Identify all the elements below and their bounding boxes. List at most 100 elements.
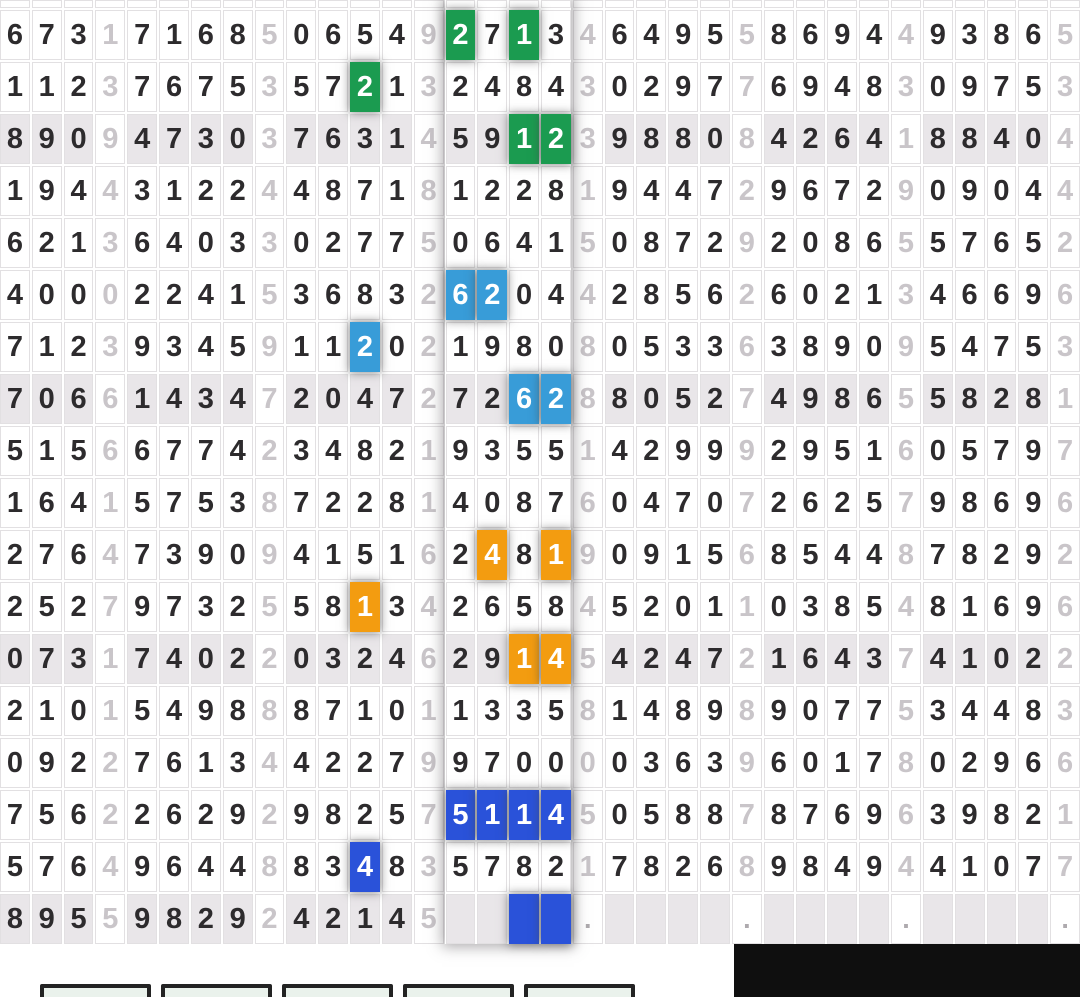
grid-cell: 6 [859, 218, 890, 268]
grid-cell: 5 [827, 426, 858, 476]
grid-cell: 8 [891, 738, 921, 788]
grid-cell: 9 [604, 166, 635, 216]
grid-cell: 5 [127, 686, 158, 736]
grid-cell: 2 [700, 218, 730, 268]
grid-cell: 1 [572, 426, 603, 476]
grid-cell: 5 [222, 62, 253, 112]
grid-cell: 2 [0, 530, 30, 580]
grid-cell: 7 [986, 426, 1017, 476]
grid-cell: 4 [827, 842, 858, 892]
grid-cell: 6 [318, 10, 349, 60]
grid-cell: 9 [763, 842, 794, 892]
footer-button-5[interactable] [524, 984, 635, 997]
grid-cell: 1 [350, 894, 380, 944]
grid-cell: 3 [318, 842, 349, 892]
grid-cell [413, 0, 444, 8]
grid-cell: 7 [190, 426, 221, 476]
grid-cell: 9 [222, 894, 253, 944]
grid-cell: 6 [1050, 270, 1080, 320]
grid-cell: 6 [795, 166, 826, 216]
grid-cell: 1 [541, 218, 571, 268]
grid-cell [700, 894, 730, 944]
grid-cell: 1 [95, 634, 126, 684]
grid-cell-highlighted: 1 [541, 530, 571, 580]
grid-cell: 9 [127, 582, 158, 632]
grid-cell: 5 [891, 686, 921, 736]
grid-cell: 4 [190, 322, 221, 372]
grid-cell: 5 [541, 686, 571, 736]
grid-cell: 6 [413, 530, 444, 580]
grid-cell: 7 [350, 218, 380, 268]
grid-cell: 1 [318, 322, 349, 372]
grid-cell: 1 [891, 114, 921, 164]
grid-cell: 3 [477, 426, 508, 476]
grid-cell: 7 [445, 374, 476, 424]
grid-cell: 2 [827, 478, 858, 528]
grid-cell: . [572, 894, 603, 944]
grid-cell: 3 [572, 62, 603, 112]
grid-cell: 0 [190, 634, 221, 684]
grid-cell [763, 0, 794, 8]
grid-cell: 0 [795, 270, 826, 320]
grid-cell: 6 [731, 530, 762, 580]
grid-cell [891, 0, 921, 8]
grid-cell [222, 0, 253, 8]
grid-cell: 8 [318, 582, 349, 632]
grid-cell: 7 [286, 114, 317, 164]
grid-cell: 4 [286, 738, 317, 788]
grid-cell: 7 [477, 10, 508, 60]
grid-cell: 8 [1018, 374, 1049, 424]
grid-cell-highlighted: 2 [541, 114, 571, 164]
grid-cell: 8 [954, 478, 985, 528]
grid-cell: 1 [318, 530, 349, 580]
grid-cell [604, 894, 635, 944]
grid-cell [1018, 894, 1049, 944]
grid-cell: 1 [668, 530, 699, 580]
footer-button-3[interactable] [282, 984, 393, 997]
grid-cell: 6 [159, 738, 189, 788]
grid-cell: 0 [31, 270, 62, 320]
grid-cell: 8 [509, 842, 539, 892]
grid-cell: 3 [190, 114, 221, 164]
grid-cell: 8 [986, 10, 1017, 60]
grid-cell: 8 [222, 10, 253, 60]
grid-cell: 9 [731, 426, 762, 476]
grid-cell: 8 [318, 790, 349, 840]
grid-cell: 0 [63, 686, 94, 736]
grid-cell: 6 [318, 270, 349, 320]
grid-cell: 2 [1050, 634, 1080, 684]
grid-cell: 6 [1050, 582, 1080, 632]
grid-cell: 8 [954, 114, 985, 164]
footer-button-2[interactable] [161, 984, 272, 997]
grid-cell: 4 [668, 634, 699, 684]
grid-cell: 1 [572, 166, 603, 216]
grid-cell: 5 [636, 322, 667, 372]
grid-cell: 9 [827, 322, 858, 372]
grid-cell [127, 0, 158, 8]
grid-cell [604, 0, 635, 8]
grid-cell: 2 [318, 738, 349, 788]
grid-cell: 8 [286, 842, 317, 892]
grid-cell: 9 [891, 166, 921, 216]
grid-cell: 7 [668, 218, 699, 268]
grid-cell: 3 [190, 582, 221, 632]
grid-cell: 3 [254, 62, 285, 112]
grid-cell: 0 [922, 166, 953, 216]
grid-cell: 4 [1050, 114, 1080, 164]
grid-cell: 4 [954, 686, 985, 736]
grid-cell: 6 [1050, 738, 1080, 788]
grid-cell: 5 [63, 894, 94, 944]
grid-cell: 6 [0, 10, 30, 60]
footer-button-4[interactable] [403, 984, 514, 997]
grid-cell: 9 [254, 530, 285, 580]
grid-cell: 9 [477, 114, 508, 164]
grid-cell: 9 [859, 790, 890, 840]
footer-button-1[interactable] [40, 984, 151, 997]
grid-cell: 7 [954, 218, 985, 268]
grid-cell: 6 [127, 218, 158, 268]
grid-cell: 2 [509, 166, 539, 216]
grid-cell: 6 [954, 270, 985, 320]
grid-cell: 5 [509, 426, 539, 476]
grid-cell: 9 [954, 790, 985, 840]
grid-cell: 7 [1018, 842, 1049, 892]
